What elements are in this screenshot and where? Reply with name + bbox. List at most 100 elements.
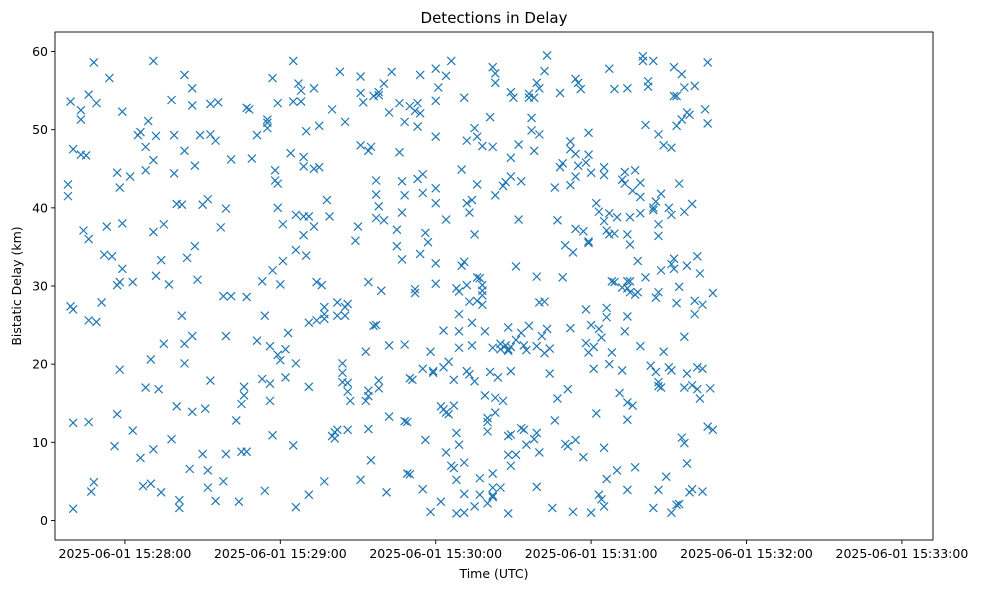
data-point bbox=[384, 340, 394, 350]
data-point bbox=[361, 396, 371, 406]
data-point bbox=[407, 375, 417, 385]
data-point bbox=[128, 426, 138, 436]
data-point bbox=[304, 318, 314, 328]
data-point bbox=[117, 107, 127, 117]
data-point bbox=[537, 331, 547, 341]
data-point bbox=[620, 326, 630, 336]
data-point bbox=[314, 121, 324, 131]
data-point bbox=[270, 165, 280, 175]
data-point bbox=[410, 106, 420, 116]
data-point bbox=[620, 167, 630, 177]
data-point bbox=[177, 200, 187, 210]
data-point bbox=[68, 418, 78, 428]
data-point bbox=[695, 269, 705, 278]
data-point bbox=[449, 463, 459, 473]
data-point bbox=[400, 416, 410, 426]
data-point bbox=[516, 328, 526, 338]
data-point bbox=[420, 435, 430, 445]
data-point bbox=[291, 358, 301, 368]
data-point bbox=[464, 208, 474, 217]
data-point bbox=[431, 279, 441, 289]
data-point bbox=[452, 509, 461, 518]
data-point bbox=[148, 155, 158, 165]
data-point bbox=[506, 430, 516, 439]
data-point bbox=[506, 461, 516, 471]
data-point bbox=[330, 433, 340, 443]
data-point bbox=[568, 247, 578, 257]
data-point bbox=[340, 311, 350, 321]
data-point bbox=[374, 376, 384, 385]
data-point bbox=[151, 271, 161, 281]
data-point bbox=[483, 426, 492, 436]
y-tick-label: 60 bbox=[32, 44, 48, 59]
data-point bbox=[612, 466, 622, 475]
data-point bbox=[110, 441, 119, 451]
data-point bbox=[84, 90, 94, 99]
data-point bbox=[257, 374, 267, 384]
data-point bbox=[187, 407, 197, 417]
y-axis: 0 10 20 30 40 50 60 bbox=[32, 44, 55, 528]
data-point bbox=[136, 127, 145, 137]
data-point bbox=[156, 255, 166, 265]
x-tick-label: 2025-06-01 15:32:00 bbox=[680, 546, 813, 561]
data-point bbox=[203, 194, 213, 204]
data-point bbox=[68, 305, 78, 314]
data-point bbox=[369, 321, 378, 331]
data-point bbox=[63, 191, 73, 201]
data-point bbox=[392, 225, 402, 235]
data-point bbox=[685, 110, 694, 120]
data-point bbox=[687, 484, 697, 494]
data-point bbox=[470, 501, 479, 511]
data-point bbox=[187, 83, 197, 93]
data-point bbox=[573, 78, 583, 88]
data-point bbox=[654, 377, 663, 387]
data-point bbox=[669, 62, 679, 72]
data-point bbox=[221, 331, 231, 341]
data-point bbox=[400, 117, 410, 127]
data-point bbox=[464, 369, 474, 379]
data-point bbox=[677, 433, 687, 443]
data-point bbox=[521, 345, 531, 355]
data-point bbox=[503, 346, 513, 356]
data-point bbox=[418, 188, 428, 198]
data-point bbox=[76, 115, 86, 124]
data-point bbox=[79, 226, 88, 235]
data-point bbox=[193, 275, 202, 285]
data-point bbox=[97, 297, 107, 307]
data-point bbox=[180, 70, 189, 80]
data-point bbox=[527, 126, 536, 135]
data-point bbox=[638, 51, 648, 61]
data-point bbox=[418, 364, 428, 374]
data-point bbox=[294, 79, 303, 89]
data-point bbox=[221, 204, 231, 214]
data-point bbox=[462, 198, 472, 208]
data-point bbox=[260, 486, 270, 496]
data-point bbox=[327, 104, 337, 114]
data-point bbox=[550, 416, 560, 425]
data-point bbox=[452, 428, 461, 438]
data-point bbox=[547, 503, 557, 513]
data-point bbox=[622, 415, 632, 425]
data-point bbox=[459, 257, 469, 267]
data-point bbox=[565, 180, 575, 190]
data-point bbox=[242, 447, 252, 457]
data-point bbox=[488, 492, 498, 502]
data-point bbox=[682, 261, 692, 271]
data-point bbox=[288, 97, 298, 106]
data-point bbox=[622, 485, 632, 495]
data-point bbox=[92, 98, 101, 108]
data-point bbox=[578, 226, 588, 236]
data-point bbox=[488, 343, 498, 353]
data-point bbox=[156, 487, 166, 497]
data-point bbox=[361, 347, 371, 357]
data-point bbox=[182, 253, 192, 263]
data-point bbox=[397, 255, 407, 264]
data-point bbox=[700, 104, 710, 114]
data-point bbox=[529, 146, 539, 156]
data-point bbox=[586, 168, 596, 178]
data-point bbox=[514, 140, 524, 149]
data-point bbox=[490, 408, 500, 418]
data-point bbox=[509, 93, 518, 103]
data-point bbox=[674, 282, 684, 292]
data-point bbox=[332, 425, 342, 435]
